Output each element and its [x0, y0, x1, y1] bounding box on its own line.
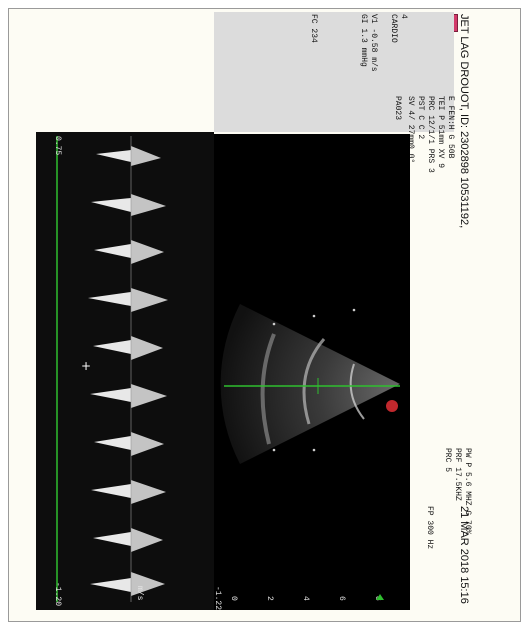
depth-tick: 2	[265, 596, 274, 601]
sector-image	[220, 304, 400, 464]
pw-line2: PRF 17.5KHZ	[453, 448, 462, 501]
pw-line1: PW P 5.6 MHZ G 70%	[463, 448, 472, 535]
info-panel	[214, 12, 454, 132]
focus-dot	[272, 322, 276, 326]
param-line2: TEI P 51mm XV 9	[436, 96, 445, 169]
scale-unit: m/s	[135, 586, 144, 601]
focus-dot	[352, 308, 356, 312]
pw-line3: PRC 5	[443, 448, 452, 473]
fp-value: FP 300 Hz	[425, 506, 434, 550]
probe-gain: 4	[399, 14, 408, 19]
probe-mode: CARDIO	[389, 14, 398, 43]
spectrum-waveform: +	[56, 136, 168, 602]
scale-bottom-left: -1.20	[53, 582, 62, 607]
doppler-spectrum	[36, 132, 214, 610]
pa-label: PA023	[393, 96, 402, 121]
scale-bottom-right: -1.22	[213, 586, 222, 611]
triangle-marker-icon	[376, 594, 384, 600]
focus-dot	[272, 448, 276, 452]
depth-tick: 4	[301, 596, 310, 601]
focus-dot	[312, 448, 316, 452]
v1-measure: V1 -0.58 m/s	[369, 14, 378, 72]
plus-cursor-icon: +	[81, 359, 91, 373]
tissue-echo-1	[302, 338, 326, 425]
depth-tick: 6	[337, 596, 346, 601]
scale-top-left: 0.75	[53, 136, 62, 156]
focus-dot	[312, 314, 316, 318]
param-line1: E FEN:H G 50B	[446, 96, 455, 159]
sector-cone	[220, 304, 400, 464]
patient-header: JET LAG DROUOT, ID: 2302898 10531192,	[458, 14, 470, 229]
param-line3: PRC 12/1/1 PRS 3	[426, 96, 435, 173]
fc-value: FC 234	[309, 14, 318, 43]
probe-marker-icon	[386, 400, 398, 412]
tissue-echo-3	[349, 363, 365, 420]
gi-measure: GI 1.3 mmHg	[359, 14, 368, 67]
depth-tick: 0	[229, 596, 238, 601]
param-line4: PST C C 2	[416, 96, 425, 140]
